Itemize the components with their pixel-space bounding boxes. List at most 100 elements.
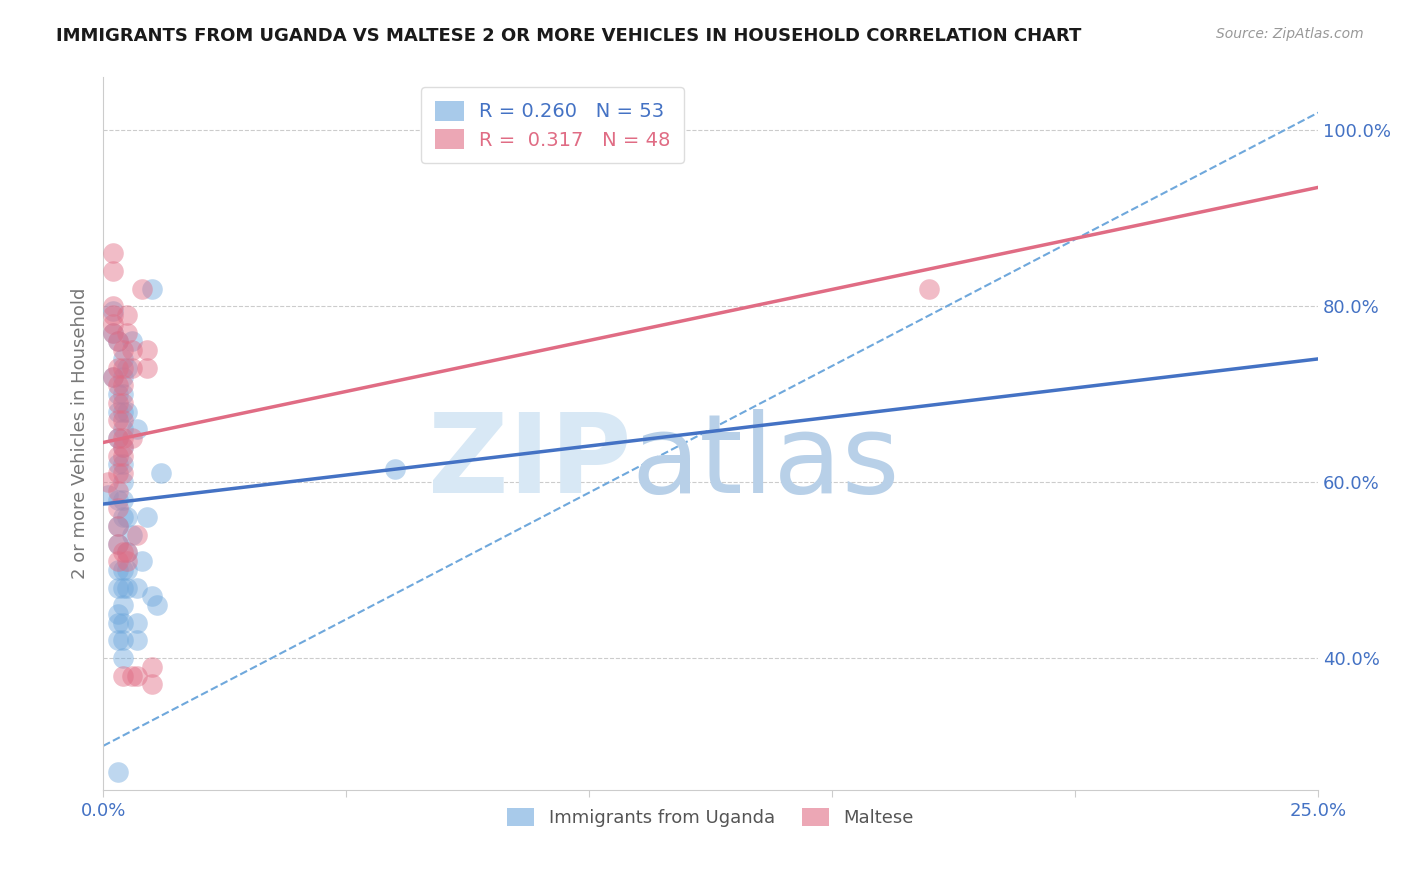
Point [101, 308, 124, 322]
Text: Source: ZipAtlas.com: Source: ZipAtlas.com [1216, 27, 1364, 41]
Point [127, 633, 149, 648]
Point [107, 765, 129, 780]
Point [111, 668, 134, 682]
Point [121, 668, 143, 682]
Point [107, 431, 129, 445]
Point [101, 303, 124, 318]
Point [107, 387, 129, 401]
Point [127, 668, 149, 682]
Point [97, 475, 120, 489]
Point [121, 360, 143, 375]
Point [141, 590, 163, 604]
Point [107, 378, 129, 392]
Point [111, 449, 134, 463]
Point [111, 343, 134, 358]
Point [107, 334, 129, 349]
Point [111, 467, 134, 481]
Point [127, 615, 149, 630]
Point [117, 510, 139, 524]
Point [117, 554, 139, 568]
Y-axis label: 2 or more Vehicles in Household: 2 or more Vehicles in Household [72, 288, 89, 580]
Point [117, 545, 139, 559]
Point [101, 299, 124, 313]
Point [111, 598, 134, 612]
Point [101, 264, 124, 278]
Point [918, 281, 941, 295]
Point [101, 369, 124, 384]
Point [107, 633, 129, 648]
Point [111, 615, 134, 630]
Point [117, 405, 139, 419]
Point [117, 581, 139, 595]
Point [107, 431, 129, 445]
Point [107, 563, 129, 577]
Point [121, 528, 143, 542]
Point [135, 510, 157, 524]
Point [111, 458, 134, 472]
Point [111, 378, 134, 392]
Point [141, 660, 163, 674]
Legend: Immigrants from Uganda, Maltese: Immigrants from Uganda, Maltese [501, 800, 921, 834]
Point [111, 431, 134, 445]
Point [135, 343, 157, 358]
Point [141, 677, 163, 691]
Point [135, 360, 157, 375]
Point [117, 563, 139, 577]
Point [384, 462, 406, 476]
Point [107, 405, 129, 419]
Point [127, 528, 149, 542]
Point [117, 545, 139, 559]
Point [145, 598, 167, 612]
Point [107, 492, 129, 507]
Point [111, 387, 134, 401]
Point [111, 651, 134, 665]
Point [107, 413, 129, 427]
Point [101, 317, 124, 331]
Point [107, 519, 129, 533]
Point [117, 360, 139, 375]
Point [150, 467, 173, 481]
Point [111, 413, 134, 427]
Point [97, 488, 120, 502]
Point [107, 334, 129, 349]
Point [111, 633, 134, 648]
Point [111, 563, 134, 577]
Point [111, 545, 134, 559]
Point [101, 246, 124, 260]
Point [101, 369, 124, 384]
Point [107, 458, 129, 472]
Point [107, 554, 129, 568]
Point [107, 536, 129, 550]
Point [111, 440, 134, 454]
Point [107, 467, 129, 481]
Point [107, 483, 129, 498]
Point [101, 326, 124, 340]
Point [111, 351, 134, 366]
Point [107, 449, 129, 463]
Point [121, 431, 143, 445]
Point [107, 519, 129, 533]
Text: atlas: atlas [631, 409, 900, 516]
Point [111, 396, 134, 410]
Point [107, 615, 129, 630]
Point [107, 501, 129, 516]
Text: IMMIGRANTS FROM UGANDA VS MALTESE 2 OR MORE VEHICLES IN HOUSEHOLD CORRELATION CH: IMMIGRANTS FROM UGANDA VS MALTESE 2 OR M… [56, 27, 1081, 45]
Point [111, 422, 134, 436]
Point [107, 536, 129, 550]
Point [111, 581, 134, 595]
Point [131, 554, 153, 568]
Point [121, 334, 143, 349]
Point [127, 581, 149, 595]
Point [111, 440, 134, 454]
Point [107, 607, 129, 621]
Point [127, 422, 149, 436]
Point [131, 281, 153, 295]
Point [107, 360, 129, 375]
Text: ZIP: ZIP [429, 409, 631, 516]
Point [117, 308, 139, 322]
Point [121, 343, 143, 358]
Point [111, 510, 134, 524]
Point [111, 405, 134, 419]
Point [107, 396, 129, 410]
Point [111, 475, 134, 489]
